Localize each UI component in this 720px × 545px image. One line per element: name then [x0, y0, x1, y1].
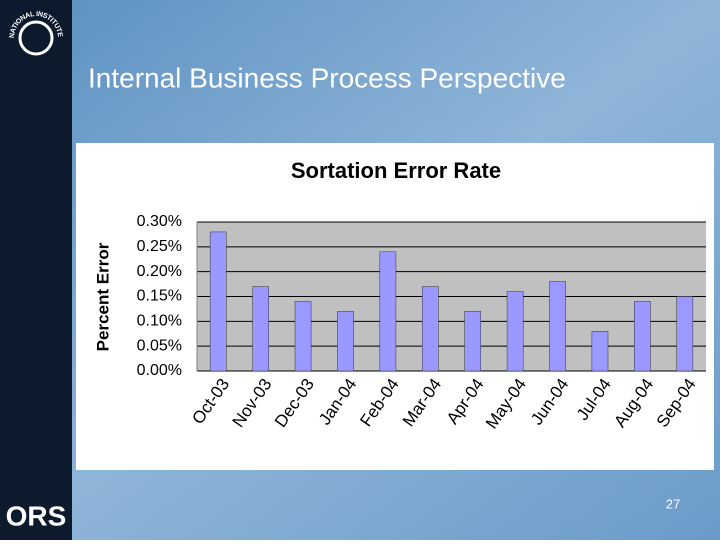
bar — [209, 231, 227, 372]
bar — [252, 286, 269, 372]
bar — [676, 296, 694, 372]
y-tick-label: 0.20% — [137, 263, 182, 280]
slide-title: Internal Business Process Perspective — [88, 62, 566, 93]
bar — [421, 286, 439, 372]
bar — [591, 331, 609, 372]
bar — [337, 311, 354, 372]
logo: ORS — [6, 500, 67, 531]
page-number: 27 — [666, 496, 680, 511]
bar — [506, 291, 524, 372]
bar — [294, 301, 312, 372]
y-tick-label: 0.05% — [137, 337, 182, 354]
sidebar — [0, 0, 72, 540]
bar — [634, 301, 651, 372]
y-tick-label: 0.00% — [137, 362, 182, 379]
bar — [464, 311, 482, 372]
y-tick-label: 0.15% — [137, 288, 182, 305]
y-axis-label: Percent Error — [93, 242, 112, 351]
bar — [549, 281, 566, 372]
y-tick-label: 0.25% — [137, 238, 182, 255]
bar — [379, 251, 397, 372]
seal-ring — [18, 20, 54, 56]
chart-title: Sortation Error Rate — [291, 158, 501, 183]
y-tick-label: 0.10% — [137, 313, 182, 330]
y-tick-label: 0.30% — [137, 213, 182, 230]
